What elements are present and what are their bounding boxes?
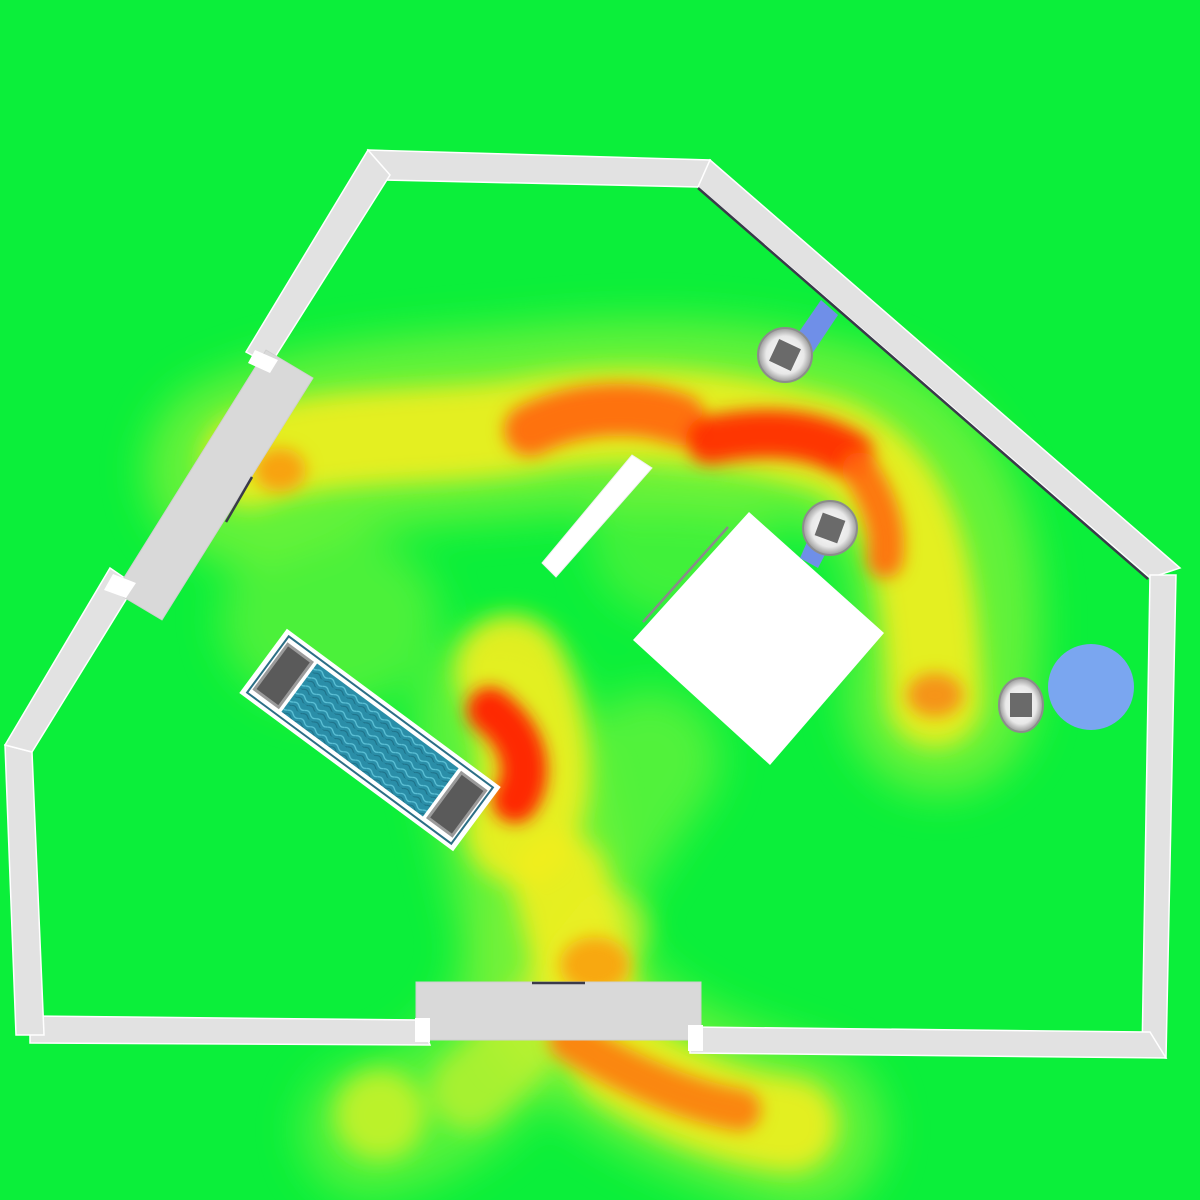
exhibit-edge-shadow	[642, 526, 729, 623]
wall-bottom-right	[689, 1026, 1168, 1059]
water-bench	[239, 628, 501, 852]
camera	[802, 500, 858, 556]
bench-end-cap	[426, 770, 488, 838]
wall-bottom-left	[29, 1015, 432, 1046]
wall-post	[415, 1018, 430, 1042]
water-surface	[281, 663, 459, 817]
wall-block-left-doorway	[114, 349, 314, 621]
square-exhibit	[633, 512, 884, 765]
wall-upper-right-shadow	[697, 187, 1149, 580]
camera-icon	[1010, 693, 1032, 717]
display-panel	[541, 454, 653, 578]
round-marker	[1048, 644, 1134, 730]
wall-block-bottom-doorway	[415, 981, 702, 1041]
wall-post	[688, 1025, 703, 1051]
heat-high-layer	[254, 383, 963, 1131]
wall-post	[104, 574, 136, 598]
camera-icon	[769, 339, 801, 371]
building-walls	[3, 148, 1182, 1059]
bench-end-cap	[252, 642, 314, 710]
wall-post	[248, 350, 278, 373]
camera	[757, 327, 813, 383]
camera	[998, 677, 1044, 733]
camera-icon	[814, 512, 846, 544]
doorway-left-marker	[224, 476, 254, 523]
